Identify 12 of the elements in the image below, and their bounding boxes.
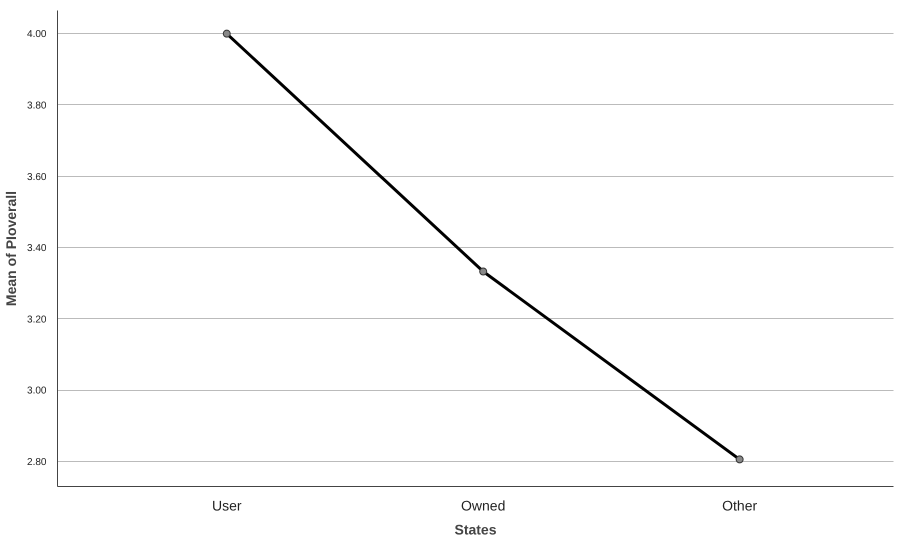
y-tick-label: 2.80 <box>27 457 47 468</box>
y-tick-label: 3.00 <box>27 386 47 397</box>
x-tick-label: Owned <box>461 498 506 514</box>
x-tick-label: Other <box>722 498 758 514</box>
x-tick-label: User <box>212 498 242 514</box>
y-tick-label: 3.80 <box>27 100 47 112</box>
y-tick-label: 3.40 <box>27 243 47 254</box>
y-tick-label: 3.60 <box>27 172 47 183</box>
x-axis-title: States <box>454 522 497 538</box>
y-axis-title: Mean of PIoverall <box>3 190 20 306</box>
y-tick-label: 3.20 <box>27 314 47 326</box>
y-tick-label: 4.00 <box>27 29 47 40</box>
